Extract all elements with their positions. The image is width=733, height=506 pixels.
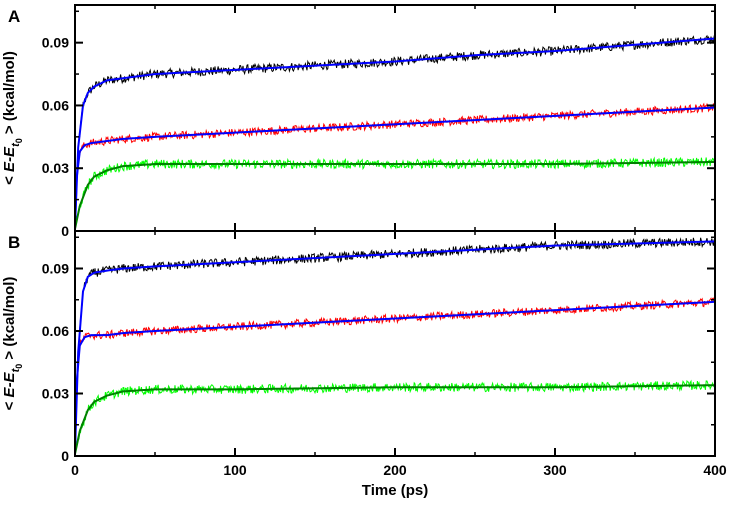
fit-series-line xyxy=(75,300,715,452)
fit-series-line xyxy=(75,106,715,227)
panel-a: 00.030.060.09A< E-Et0 > (kcal/mol) xyxy=(1,4,716,239)
y-tick-label: 0.03 xyxy=(42,160,69,176)
x-tick-label: 400 xyxy=(703,462,727,478)
y-axis-title-open: < xyxy=(1,397,18,410)
x-tick-label: 300 xyxy=(543,462,567,478)
data-series-group xyxy=(75,237,715,455)
panel-label: A xyxy=(8,7,20,26)
y-tick-label: 0.09 xyxy=(42,35,69,51)
x-tick-label: 200 xyxy=(383,462,407,478)
y-axis-title-subsub: 0 xyxy=(14,138,24,143)
noisy-series-line xyxy=(75,156,715,230)
x-tick-label: 100 xyxy=(223,462,247,478)
y-tick-label: 0.03 xyxy=(42,386,69,402)
y-axis-title: < E-Et0 > (kcal/mol) xyxy=(1,277,24,411)
y-tick-label: 0.06 xyxy=(42,323,69,339)
fit-series-line xyxy=(75,240,715,452)
y-axis-title-close: > (kcal/mol) xyxy=(1,51,18,138)
x-tick-label: 0 xyxy=(71,462,79,478)
fit-series-line xyxy=(75,37,715,227)
y-tick-label: 0.06 xyxy=(42,97,69,113)
y-tick-label: 0 xyxy=(61,448,69,464)
y-axis-title-main: E-E xyxy=(1,146,18,172)
y-tick-label: 0.09 xyxy=(42,261,69,277)
y-axis-title-subsub: 0 xyxy=(14,364,24,369)
y-tick-label: 0 xyxy=(61,223,69,239)
y-axis-title-main: E-E xyxy=(1,371,18,397)
y-axis-title-close: > (kcal/mol) xyxy=(1,277,18,364)
x-axis-title: Time (ps) xyxy=(362,482,428,499)
panel-label: B xyxy=(8,233,20,252)
y-axis-title-sub: t xyxy=(10,142,22,147)
fit-series-line xyxy=(75,160,715,230)
data-series-group xyxy=(75,34,715,230)
y-axis-title-open: < xyxy=(1,172,18,185)
y-axis-title: < E-Et0 > (kcal/mol) xyxy=(1,51,24,185)
fit-series-line xyxy=(75,384,715,455)
y-axis-title-sub: t xyxy=(10,367,22,372)
